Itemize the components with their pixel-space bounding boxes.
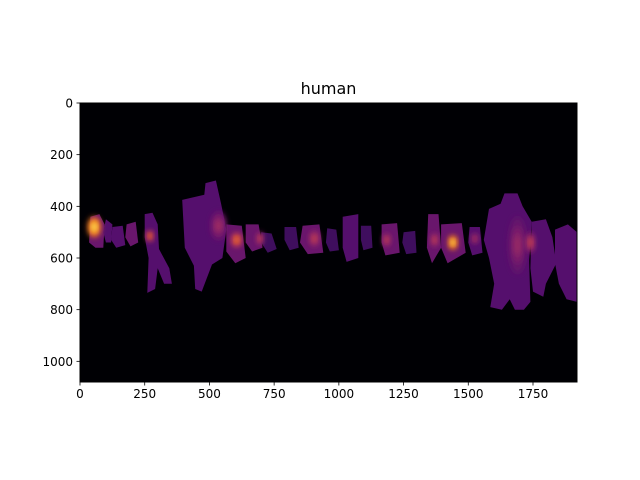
heatmap-hotspot-12 (525, 232, 536, 253)
y-axis: 0 200 400 600 800 1000 (42, 97, 80, 369)
heatmap-hotspot-2 (146, 230, 154, 242)
y-tick-label: 400 (50, 200, 73, 214)
heatmap-region-21 (530, 219, 557, 297)
y-tick-label: 600 (50, 252, 73, 266)
x-tick-label: 1250 (388, 387, 419, 401)
heatmap-hotspot-1 (87, 216, 101, 238)
x-tick-label: 500 (198, 387, 221, 401)
heatmap-region-22 (555, 224, 577, 302)
x-tick-label: 1500 (453, 387, 484, 401)
y-tick-label: 0 (65, 97, 73, 111)
heatmap-hotspot-5 (256, 232, 264, 246)
heatmap-region-4 (125, 221, 139, 247)
heatmap-hotspot-3 (210, 211, 227, 240)
heatmap-region-2 (103, 219, 113, 243)
heatmap-region-3 (111, 225, 126, 248)
heatmap-hotspot-10 (471, 232, 479, 245)
y-tick-label: 1000 (42, 355, 73, 369)
heatmap-region-12 (325, 228, 339, 252)
x-tick-label: 0 (76, 387, 84, 401)
heatmap-region-16 (402, 230, 417, 255)
x-tick-label: 1750 (518, 387, 549, 401)
heatmap-region-6 (182, 180, 227, 292)
x-tick-label: 250 (133, 387, 156, 401)
heatmap-hotspot-4 (231, 232, 242, 248)
heatmap-hotspot-6 (309, 230, 320, 247)
heatmap-hotspot-11 (508, 216, 527, 274)
heatmap-region-13 (342, 214, 359, 262)
plot-frame (79, 102, 578, 383)
chart-title: human (301, 79, 357, 98)
heatmap-region-14 (360, 225, 373, 251)
heatmap-region-8 (245, 224, 263, 252)
heatmap-region-9 (261, 232, 277, 253)
y-tick-label: 200 (50, 148, 73, 162)
y-tick-label: 800 (50, 303, 73, 317)
heatmap-hotspot-7 (382, 233, 391, 247)
heatmap-hotspots (87, 211, 536, 274)
x-tick-label: 750 (263, 387, 286, 401)
heatmap-region-10 (284, 227, 299, 251)
heatmap-hotspot-8 (430, 232, 439, 248)
x-tick-label: 1000 (324, 387, 355, 401)
heatmap-hotspot-9 (448, 235, 458, 250)
x-axis: 0 250 500 750 1000 1250 1500 1750 (76, 382, 548, 401)
